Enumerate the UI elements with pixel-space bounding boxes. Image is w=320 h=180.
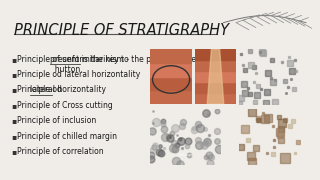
Text: ▪: ▪: [11, 101, 16, 110]
Text: Principle od lateral horizontality: Principle od lateral horizontality: [17, 70, 140, 79]
Text: ▪: ▪: [11, 85, 16, 94]
Text: ▪: ▪: [11, 116, 16, 125]
Text: Principle of correlation: Principle of correlation: [17, 147, 104, 156]
Text: Principle of unformitarinism -: Principle of unformitarinism -: [17, 55, 134, 64]
Text: Principle od: Principle od: [17, 85, 65, 94]
Text: PRINCIPLE OF STRATIGRAPHY: PRINCIPLE OF STRATIGRAPHY: [14, 23, 229, 38]
Text: ▪: ▪: [11, 55, 16, 64]
Text: Principle of chilled margin: Principle of chilled margin: [17, 132, 117, 141]
Text: Principle of inclusion: Principle of inclusion: [17, 116, 97, 125]
Text: ▪: ▪: [11, 147, 16, 156]
Text: Principle of Cross cutting: Principle of Cross cutting: [17, 101, 113, 110]
Text: present is the key to the past by James
  hutton.: present is the key to the past by James …: [50, 55, 200, 74]
Text: ▪: ▪: [11, 132, 16, 141]
Text: lateral horizontality: lateral horizontality: [30, 85, 107, 94]
Text: ▪: ▪: [11, 70, 16, 79]
